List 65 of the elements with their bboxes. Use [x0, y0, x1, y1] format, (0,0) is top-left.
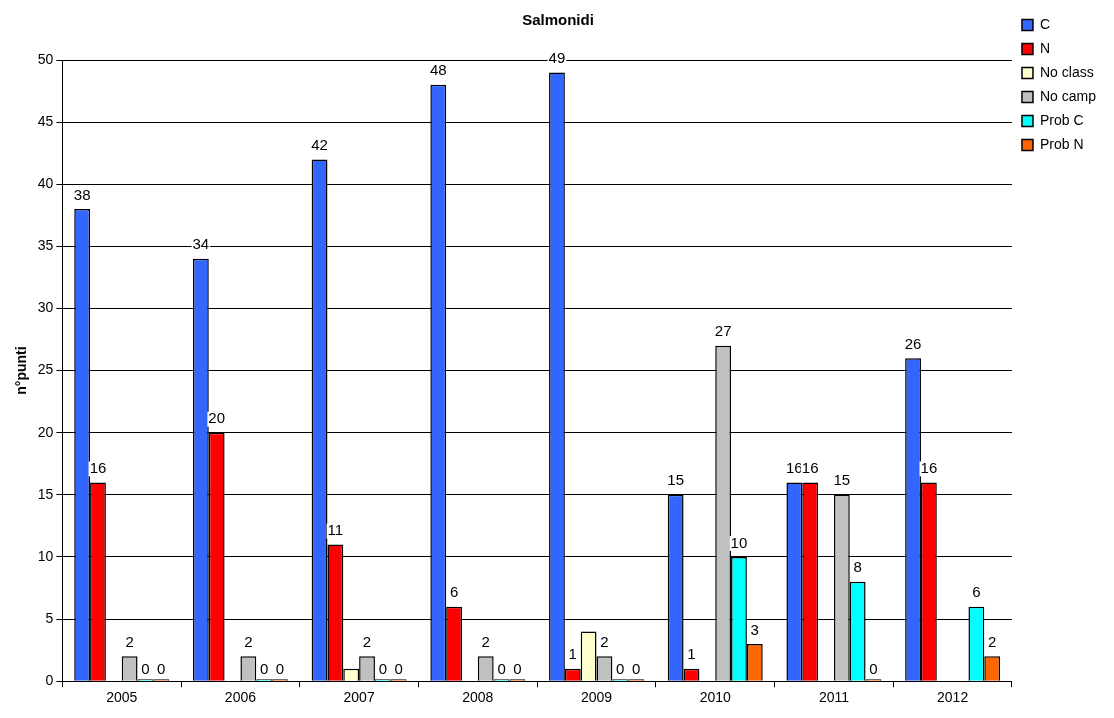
x-tick-label: 2011 [818, 689, 850, 706]
data-label: 0 [259, 659, 269, 677]
legend-label: No camp [1039, 87, 1097, 104]
y-tick-label: 20 [37, 423, 54, 440]
data-label: 0 [497, 659, 506, 677]
x-tick-label: 2005 [106, 689, 138, 706]
data-label: 0 [616, 659, 625, 677]
data-label: 0 [157, 659, 166, 677]
data-label: 6 [972, 583, 981, 601]
data-label: 2 [362, 632, 372, 650]
y-tick-label: 35 [37, 237, 54, 254]
data-label: 49 [548, 49, 566, 67]
data-label: 42 [311, 136, 328, 154]
data-label: 0 [394, 659, 403, 677]
y-axis-title: n°punti [13, 346, 30, 395]
data-label: 6 [449, 583, 459, 601]
y-tick-label: 30 [37, 299, 54, 316]
data-label: 11 [327, 521, 344, 539]
data-label: 15 [667, 471, 684, 489]
data-label: 34 [192, 235, 210, 253]
data-label: 2 [244, 632, 253, 650]
y-tick-label: 15 [37, 485, 54, 502]
data-label: 16 [920, 459, 938, 477]
data-label: 48 [429, 61, 447, 79]
chart-title: Salmonidi [522, 11, 594, 29]
data-label: 0 [631, 659, 641, 677]
data-label: 10 [730, 533, 748, 551]
y-tick-label: 0 [45, 672, 54, 689]
data-label: 1 [687, 645, 696, 663]
legend-label: Prob C [1039, 111, 1084, 128]
x-tick-label: 2010 [699, 689, 732, 706]
data-label: 0 [141, 659, 150, 677]
y-tick-label: 25 [37, 361, 54, 378]
x-tick-label: 2012 [937, 689, 969, 706]
y-tick-label: 45 [37, 112, 54, 129]
legend-label: N [1039, 39, 1051, 56]
y-tick-label: 50 [37, 50, 54, 67]
data-label: 0 [869, 659, 878, 677]
data-label: 1 [568, 645, 577, 663]
x-tick-label: 2007 [343, 689, 375, 706]
y-tick-label: 40 [37, 175, 54, 192]
data-label: 0 [378, 659, 388, 677]
data-label: 20 [208, 409, 226, 427]
data-label: 16 [89, 459, 107, 477]
data-label: 15 [833, 471, 851, 489]
data-label: 2 [481, 632, 490, 650]
legend-label: No class [1039, 63, 1094, 80]
data-label: 38 [73, 185, 91, 203]
legend-label: Prob N [1039, 135, 1084, 152]
data-label: 2 [125, 632, 134, 650]
data-label: 27 [714, 322, 732, 340]
data-label: 0 [513, 659, 522, 677]
data-label: 2 [600, 632, 609, 650]
x-tick-label: 2006 [224, 689, 257, 706]
y-tick-label: 5 [45, 609, 54, 626]
x-tick-label: 2008 [462, 689, 494, 706]
y-tick-label: 10 [37, 547, 54, 564]
data-label: 8 [853, 558, 862, 576]
legend-label: C [1039, 15, 1051, 32]
x-tick-label: 2009 [580, 689, 613, 706]
data-label: 0 [275, 659, 285, 677]
data-label: 3 [750, 620, 759, 638]
data-label: 16 [801, 459, 819, 477]
data-label: 26 [904, 334, 922, 352]
data-label: 2 [988, 632, 997, 650]
